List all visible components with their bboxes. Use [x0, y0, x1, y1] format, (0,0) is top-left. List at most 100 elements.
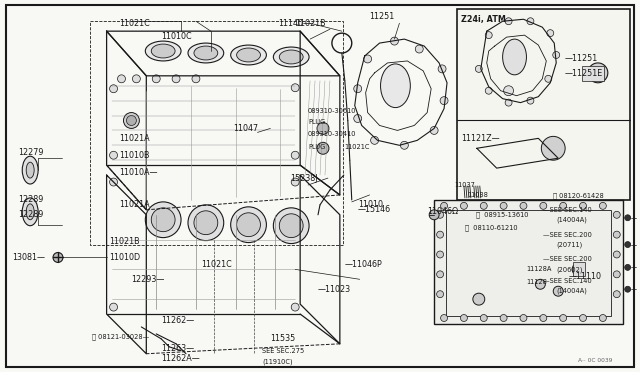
Circle shape [625, 241, 630, 247]
Circle shape [500, 202, 507, 209]
Circle shape [473, 293, 484, 305]
Text: 11038: 11038 [467, 192, 488, 198]
Text: —11023: —11023 [318, 285, 351, 294]
Text: 089310-30410: 089310-30410 [308, 131, 356, 137]
Circle shape [124, 113, 140, 128]
Text: 11037: 11037 [454, 182, 475, 188]
Text: 12293—: 12293— [131, 275, 164, 284]
Circle shape [460, 202, 467, 209]
Text: Ⓑ 08120-61428: Ⓑ 08120-61428 [553, 193, 604, 199]
Ellipse shape [230, 45, 266, 65]
Text: 12289: 12289 [19, 210, 44, 219]
Circle shape [172, 75, 180, 83]
Text: PLUG: PLUG [308, 144, 325, 150]
Circle shape [504, 86, 513, 96]
Text: SEE SEC.275: SEE SEC.275 [262, 348, 305, 354]
Circle shape [485, 32, 492, 39]
Ellipse shape [188, 205, 224, 241]
Text: 089310-30610: 089310-30610 [308, 108, 356, 113]
Circle shape [540, 315, 547, 321]
Circle shape [480, 315, 487, 321]
Bar [582, 66, 604, 81]
Circle shape [536, 279, 545, 289]
Text: —SEE SEC.200: —SEE SEC.200 [543, 256, 592, 263]
Text: 12289: 12289 [19, 195, 44, 204]
Text: A·· 0C 0039: A·· 0C 0039 [578, 358, 612, 363]
Ellipse shape [188, 43, 224, 63]
Circle shape [109, 85, 118, 93]
Text: —11110: —11110 [568, 272, 601, 281]
Ellipse shape [22, 198, 38, 226]
Circle shape [520, 315, 527, 321]
Circle shape [480, 202, 487, 209]
Circle shape [600, 202, 606, 209]
Circle shape [436, 231, 444, 238]
Text: —SEE SEC.140: —SEE SEC.140 [543, 207, 592, 213]
Circle shape [354, 85, 362, 93]
Ellipse shape [151, 208, 175, 232]
Text: —11046P: —11046P [345, 260, 383, 269]
Circle shape [430, 126, 438, 134]
Circle shape [401, 141, 408, 149]
Text: Ⓑ 08121-03028—: Ⓑ 08121-03028— [92, 334, 149, 340]
Ellipse shape [279, 50, 303, 64]
Text: Z24i, ATM: Z24i, ATM [461, 15, 506, 24]
Ellipse shape [237, 48, 260, 62]
Text: 11046Ω: 11046Ω [427, 207, 458, 216]
Text: (20711): (20711) [556, 241, 582, 248]
Circle shape [580, 202, 586, 209]
Text: 11010: 11010 [358, 201, 383, 209]
Ellipse shape [541, 137, 565, 160]
Circle shape [460, 315, 467, 321]
Text: 11128A: 11128A [527, 266, 552, 272]
Circle shape [613, 231, 620, 238]
Text: 11021C: 11021C [201, 260, 232, 269]
Bar [457, 9, 630, 200]
Circle shape [545, 76, 552, 82]
Circle shape [505, 18, 512, 25]
Text: 11010D: 11010D [109, 253, 141, 262]
Circle shape [291, 303, 299, 311]
Circle shape [540, 202, 547, 209]
Circle shape [438, 65, 446, 73]
Text: 11021C: 11021C [344, 144, 369, 150]
Circle shape [354, 115, 362, 122]
Circle shape [440, 202, 447, 209]
Circle shape [415, 45, 423, 53]
Text: 11021A: 11021A [120, 134, 150, 143]
Circle shape [485, 87, 492, 94]
Ellipse shape [230, 207, 266, 243]
Text: 11021C: 11021C [120, 19, 150, 28]
Text: —SEE SEC.200: —SEE SEC.200 [543, 232, 592, 238]
Text: 12279: 12279 [19, 148, 44, 157]
Circle shape [436, 271, 444, 278]
Bar [90, 21, 343, 244]
Circle shape [152, 75, 160, 83]
Text: 13081—: 13081— [12, 253, 45, 262]
Text: Ⓑ  08110-61210: Ⓑ 08110-61210 [465, 224, 518, 231]
Ellipse shape [151, 44, 175, 58]
Text: (20602): (20602) [556, 266, 583, 273]
Text: 11021A: 11021A [120, 201, 150, 209]
Text: 11021B: 11021B [295, 19, 326, 28]
Circle shape [364, 55, 372, 63]
Ellipse shape [279, 214, 303, 238]
Text: —15146: —15146 [358, 205, 391, 214]
Ellipse shape [145, 41, 181, 61]
Ellipse shape [273, 47, 309, 67]
Text: —11251: —11251 [564, 54, 597, 64]
Circle shape [390, 37, 399, 45]
Circle shape [560, 202, 566, 209]
Bar [446, 210, 611, 316]
Text: 11263—: 11263— [161, 344, 195, 353]
Circle shape [440, 315, 447, 321]
Circle shape [291, 84, 299, 92]
Circle shape [291, 151, 299, 159]
Circle shape [192, 75, 200, 83]
Ellipse shape [22, 156, 38, 184]
Circle shape [600, 315, 606, 321]
Text: 11140—: 11140— [278, 19, 311, 28]
Circle shape [429, 210, 439, 220]
Circle shape [476, 65, 483, 73]
Ellipse shape [273, 208, 309, 244]
